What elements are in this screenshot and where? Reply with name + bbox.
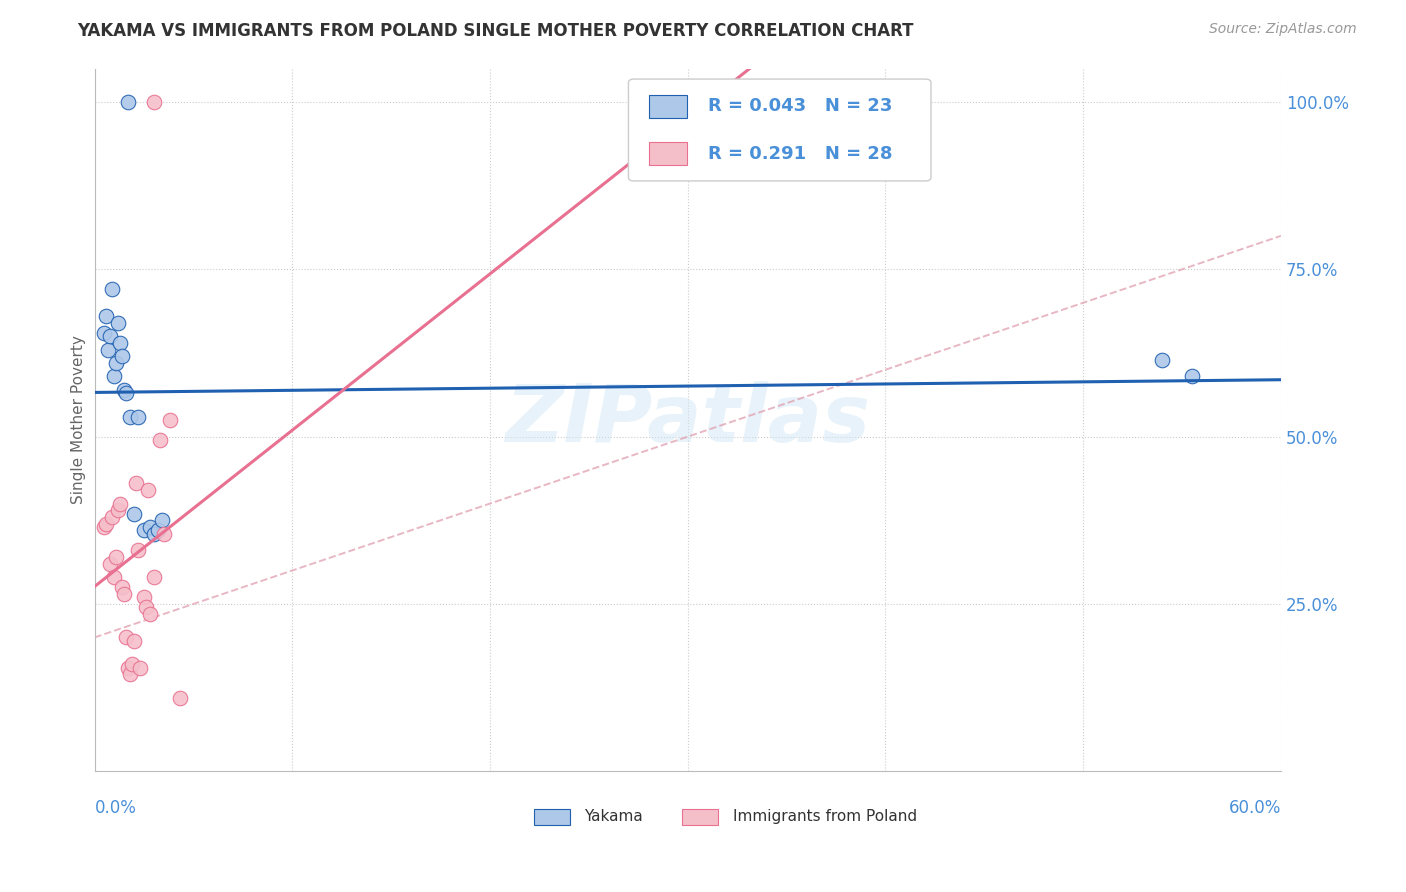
Point xyxy=(122,633,145,648)
Point xyxy=(93,520,115,534)
Text: Yakama: Yakama xyxy=(585,809,643,824)
Point xyxy=(125,476,148,491)
Point xyxy=(112,383,135,397)
Point xyxy=(110,497,132,511)
Point xyxy=(103,570,125,584)
Point xyxy=(150,513,173,527)
Point xyxy=(117,95,139,109)
Point xyxy=(120,409,142,424)
Point xyxy=(112,587,135,601)
Text: Source: ZipAtlas.com: Source: ZipAtlas.com xyxy=(1209,22,1357,37)
Point xyxy=(149,433,172,447)
Point xyxy=(96,309,118,323)
FancyBboxPatch shape xyxy=(682,809,718,825)
Point xyxy=(142,95,165,109)
Point xyxy=(127,543,149,558)
Point xyxy=(97,343,120,357)
Point xyxy=(132,591,155,605)
Text: 0.0%: 0.0% xyxy=(94,799,136,817)
FancyBboxPatch shape xyxy=(648,95,686,118)
Point xyxy=(111,349,134,363)
Point xyxy=(142,570,165,584)
Point xyxy=(107,503,129,517)
Y-axis label: Single Mother Poverty: Single Mother Poverty xyxy=(72,335,86,504)
Point xyxy=(152,526,174,541)
Point xyxy=(101,282,124,296)
Point xyxy=(146,524,169,538)
Point xyxy=(103,369,125,384)
Point xyxy=(93,326,115,340)
Point xyxy=(120,667,142,681)
Point xyxy=(105,356,128,370)
Text: Immigrants from Poland: Immigrants from Poland xyxy=(733,809,917,824)
Point xyxy=(139,607,162,621)
Text: R = 0.043   N = 23: R = 0.043 N = 23 xyxy=(709,97,893,115)
Point xyxy=(132,524,155,538)
Point xyxy=(100,557,122,571)
Text: R = 0.291   N = 28: R = 0.291 N = 28 xyxy=(709,145,893,162)
Text: 60.0%: 60.0% xyxy=(1229,799,1281,817)
Point xyxy=(142,526,165,541)
Point xyxy=(111,580,134,594)
FancyBboxPatch shape xyxy=(648,143,686,165)
Point xyxy=(115,631,138,645)
Point xyxy=(117,660,139,674)
Point xyxy=(139,520,162,534)
Point xyxy=(96,516,118,531)
Point xyxy=(122,507,145,521)
Point xyxy=(129,660,152,674)
Point xyxy=(107,316,129,330)
FancyBboxPatch shape xyxy=(628,79,931,181)
Point xyxy=(136,483,159,498)
Point xyxy=(100,329,122,343)
Point xyxy=(115,386,138,401)
Point xyxy=(135,600,157,615)
Text: ZIPatlas: ZIPatlas xyxy=(505,381,870,458)
Point xyxy=(127,409,149,424)
Text: YAKAMA VS IMMIGRANTS FROM POLAND SINGLE MOTHER POVERTY CORRELATION CHART: YAKAMA VS IMMIGRANTS FROM POLAND SINGLE … xyxy=(77,22,914,40)
FancyBboxPatch shape xyxy=(533,809,569,825)
Point xyxy=(121,657,143,672)
Point xyxy=(1181,369,1204,384)
Point xyxy=(110,335,132,350)
Point xyxy=(169,690,191,705)
Point xyxy=(105,550,128,565)
Point xyxy=(101,510,124,524)
Point xyxy=(159,413,181,427)
Point xyxy=(1152,352,1174,367)
